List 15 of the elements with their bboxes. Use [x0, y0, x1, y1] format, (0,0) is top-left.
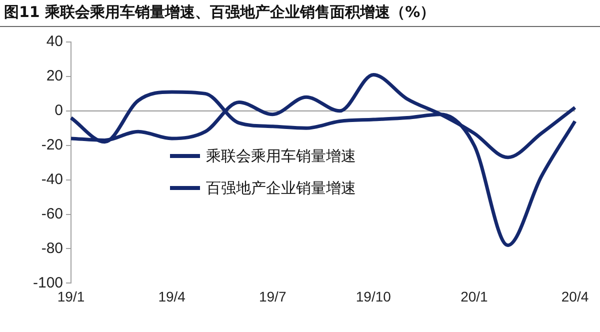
y-tick-label: -80: [41, 240, 64, 257]
x-tick-label: 19/10: [356, 288, 392, 304]
x-tick-label: 19/4: [158, 288, 186, 304]
x-tick-label: 20/4: [561, 288, 589, 304]
chart-title: 图11 乘联会乘用车销量增速、百强地产企业销售面积增速（%）: [0, 0, 600, 27]
legend-label: 百强地产企业销量增速: [206, 178, 356, 198]
y-tick-label: 0: [54, 102, 64, 120]
x-tick-label: 19/7: [258, 288, 286, 304]
legend-label: 乘联会乘用车销量增速: [206, 146, 356, 166]
y-tick-label: -60: [41, 205, 64, 222]
y-tick-label: -40: [41, 170, 64, 188]
x-tick-label: 20/1: [460, 288, 488, 304]
y-tick-label: 20: [46, 68, 64, 85]
y-tick-label: 40: [46, 33, 64, 50]
y-tick-label: -20: [41, 136, 64, 154]
